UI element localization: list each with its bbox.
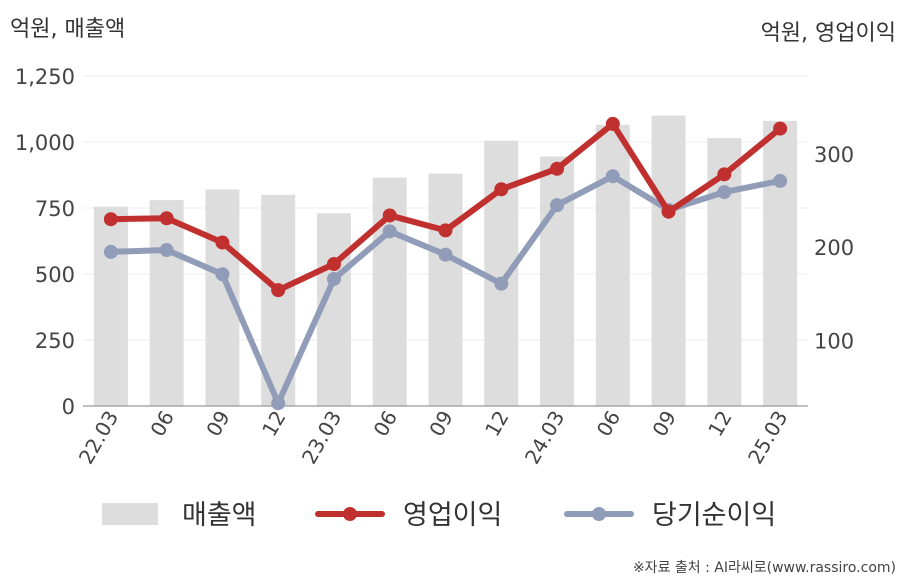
legend-label: 당기순이익 — [652, 500, 776, 531]
legend-swatch — [102, 503, 158, 525]
x-tick-label: 09 — [647, 407, 681, 441]
x-tick-label: 06 — [145, 407, 179, 441]
data-point — [661, 204, 676, 219]
data-point — [550, 198, 565, 213]
data-point — [103, 244, 118, 259]
right-tick-label: 200 — [814, 236, 854, 260]
data-point — [550, 161, 565, 176]
data-point — [494, 276, 509, 291]
x-tick-label: 23.03 — [297, 407, 346, 469]
data-point — [773, 121, 788, 136]
data-point — [159, 243, 174, 258]
x-tick-label: 12 — [703, 407, 737, 441]
left-tick-label: 1,250 — [15, 65, 75, 89]
bar — [651, 115, 686, 406]
x-tick-label: 09 — [424, 407, 458, 441]
legend-swatch-marker — [343, 507, 357, 521]
bar — [484, 140, 519, 406]
data-point — [326, 257, 341, 272]
x-tick-label: 06 — [592, 407, 626, 441]
data-point — [326, 271, 341, 286]
left-axis-title: 억원, 매출액 — [10, 17, 125, 42]
data-point — [103, 212, 118, 227]
line-series — [103, 116, 788, 411]
data-point — [717, 167, 732, 182]
data-point — [605, 116, 620, 131]
legend: 매출액 영업이익 당기순이익 — [102, 500, 776, 531]
x-tick-label: 06 — [369, 407, 403, 441]
x-tick-label: 12 — [480, 407, 514, 441]
legend-label: 매출액 — [182, 500, 257, 531]
x-tick-label: 09 — [201, 407, 235, 441]
data-point — [271, 396, 286, 411]
source-note: ※자료 출처 : AI라씨로(www.rassiro.com) — [633, 560, 896, 576]
bar — [93, 206, 128, 406]
left-tick-label: 0 — [62, 395, 75, 419]
right-axis-title: 억원, 영업이익 — [761, 21, 896, 46]
data-point — [605, 169, 620, 184]
left-tick-label: 500 — [35, 263, 75, 287]
data-point — [438, 223, 453, 238]
bar — [540, 156, 575, 406]
data-point — [271, 283, 286, 298]
left-tick-label: 750 — [35, 197, 75, 221]
legend-label: 영업이익 — [403, 500, 502, 531]
data-point — [717, 185, 732, 200]
data-point — [494, 182, 509, 197]
legend-swatch-marker — [592, 507, 606, 521]
bar — [428, 173, 463, 406]
x-tick-label: 22.03 — [74, 407, 123, 469]
data-point — [215, 267, 230, 282]
right-tick-label: 300 — [814, 143, 854, 167]
left-tick-label: 1,000 — [15, 131, 75, 155]
data-point — [159, 211, 174, 226]
data-point — [773, 173, 788, 188]
data-point — [382, 208, 397, 223]
x-tick-label: 12 — [257, 407, 291, 441]
bar — [595, 124, 630, 406]
x-tick-label: 25.03 — [743, 407, 792, 469]
x-tick-label: 24.03 — [520, 407, 569, 469]
data-point — [382, 224, 397, 239]
left-tick-label: 250 — [35, 329, 75, 353]
data-point — [438, 247, 453, 262]
bar — [763, 120, 798, 406]
data-point — [215, 235, 230, 250]
right-tick-label: 100 — [814, 330, 854, 354]
bar — [149, 200, 184, 406]
